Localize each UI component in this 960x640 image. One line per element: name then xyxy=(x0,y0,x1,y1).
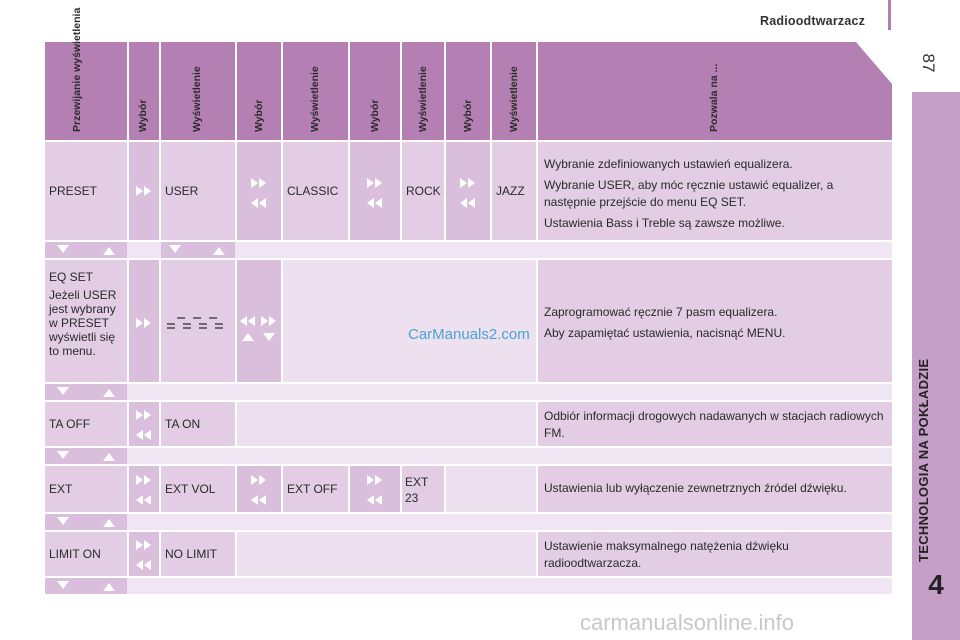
fast-forward-icon[interactable] xyxy=(459,176,477,190)
fast-forward-icon[interactable] xyxy=(260,314,278,328)
table-cell xyxy=(129,532,159,576)
table-cell: NO LIMIT xyxy=(161,532,235,576)
chapter-number: 4 xyxy=(928,569,944,600)
up-arrow-icon[interactable] xyxy=(101,580,117,594)
down-arrow-icon[interactable] xyxy=(55,384,71,398)
fast-forward-icon[interactable] xyxy=(135,538,153,552)
table-cell: ROCK xyxy=(402,142,444,240)
empty-cell xyxy=(237,402,536,446)
rewind-icon[interactable] xyxy=(239,314,257,328)
fast-forward-icon[interactable] xyxy=(366,473,384,487)
table-cell: LIMIT ON xyxy=(45,532,127,576)
rewind-icon[interactable] xyxy=(135,428,153,442)
up-arrow-icon[interactable] xyxy=(101,516,117,530)
fast-forward-icon[interactable] xyxy=(250,176,268,190)
table-cell xyxy=(129,260,159,382)
section-title: TECHNOLOGIA NA POKŁADZIE xyxy=(916,358,931,562)
rewind-icon[interactable] xyxy=(366,493,384,507)
up-arrow-icon[interactable] xyxy=(101,386,117,400)
table-cell xyxy=(129,466,159,512)
table-cell xyxy=(237,142,281,240)
table-cell: EXT xyxy=(45,466,127,512)
empty-cell xyxy=(283,260,536,382)
column-header-select: Wybór xyxy=(350,42,400,140)
empty-cell xyxy=(237,532,536,576)
up-arrow-icon[interactable] xyxy=(101,244,117,258)
description-cell: Ustawienie maksymalnego natężenia dźwięk… xyxy=(538,532,892,576)
table-cell xyxy=(237,260,281,382)
description-cell: Zaprogramować ręcznie 7 pasm equalizera.… xyxy=(538,260,892,382)
table-cell: CLASSIC xyxy=(283,142,348,240)
table-cell: EXT OFF xyxy=(283,466,348,512)
rewind-icon[interactable] xyxy=(135,493,153,507)
down-arrow-icon[interactable] xyxy=(167,242,183,256)
rewind-icon[interactable] xyxy=(250,493,268,507)
header-divider xyxy=(888,0,891,30)
table-cell xyxy=(129,402,159,446)
watermark-text: CarManuals2.com xyxy=(408,326,530,343)
table-cell xyxy=(350,466,400,512)
description-cell: Odbiór informacji drogowych nadawanych w… xyxy=(538,402,892,446)
rewind-icon[interactable] xyxy=(250,196,268,210)
up-arrow-icon[interactable] xyxy=(211,244,227,258)
table-cell xyxy=(161,242,235,258)
footer-watermark: carmanualsonline.info xyxy=(580,610,795,635)
table-cell xyxy=(129,142,159,240)
down-arrow-icon[interactable] xyxy=(55,514,71,528)
row-separator xyxy=(45,448,892,464)
column-header-select: Wybór xyxy=(237,42,281,140)
up-arrow-icon[interactable] xyxy=(101,450,117,464)
description-cell: Wybranie zdefiniowanych ustawień equaliz… xyxy=(538,142,892,240)
table-cell: TA OFF xyxy=(45,402,127,446)
down-arrow-icon[interactable] xyxy=(55,448,71,462)
table-cell xyxy=(237,466,281,512)
fast-forward-icon[interactable] xyxy=(135,316,153,330)
down-arrow-icon[interactable] xyxy=(261,330,277,344)
row-separator xyxy=(45,514,892,530)
rewind-icon[interactable] xyxy=(135,558,153,572)
table-cell: PRESET xyxy=(45,142,127,240)
table-cell xyxy=(350,142,400,240)
column-header-display: Wyświetlenie xyxy=(283,42,348,140)
fast-forward-icon[interactable] xyxy=(135,184,153,198)
table-cell xyxy=(45,514,127,530)
table-cell xyxy=(45,448,127,464)
fast-forward-icon[interactable] xyxy=(135,473,153,487)
page-header-title: Radioodtwarzacz xyxy=(760,14,866,28)
page-number: 87 xyxy=(919,53,938,73)
table-cell: USER xyxy=(161,142,235,240)
column-header-display: Wyświetlenie xyxy=(402,42,444,140)
column-header-select: Wybór xyxy=(129,42,159,140)
table-cell: EXT 23 xyxy=(402,466,444,512)
column-header-allows: Pozwala na ... xyxy=(538,42,892,140)
table-cell xyxy=(446,142,490,240)
chapter-sidebar xyxy=(912,92,960,640)
column-header-scroll: Przewijanie wyświetlenia xyxy=(45,8,127,140)
table-cell: EQ SET Jeżeli USER jest wybrany w PRESET… xyxy=(45,260,127,382)
rewind-icon[interactable] xyxy=(366,196,384,210)
fast-forward-icon[interactable] xyxy=(250,473,268,487)
table-cell: TA ON xyxy=(161,402,235,446)
column-header-display: Wyświetlenie xyxy=(492,42,536,140)
table-cell xyxy=(45,578,127,594)
down-arrow-icon[interactable] xyxy=(55,242,71,256)
row-separator xyxy=(45,578,892,594)
column-header-select: Wybór xyxy=(446,42,490,140)
table-cell: EXT VOL xyxy=(161,466,235,512)
down-arrow-icon[interactable] xyxy=(55,578,71,592)
up-arrow-icon[interactable] xyxy=(240,330,256,344)
table-cell xyxy=(45,242,127,258)
table-cell xyxy=(45,384,127,400)
table-cell: JAZZ xyxy=(492,142,536,240)
fast-forward-icon[interactable] xyxy=(135,408,153,422)
equalizer-bands-icon xyxy=(167,317,223,329)
empty-cell xyxy=(446,466,536,512)
description-cell: Ustawienia lub wyłączenie zewnetrznych ź… xyxy=(538,466,892,512)
rewind-icon[interactable] xyxy=(459,196,477,210)
row-separator xyxy=(45,384,892,400)
column-header-display: Wyświetlenie xyxy=(161,42,235,140)
fast-forward-icon[interactable] xyxy=(366,176,384,190)
table-cell xyxy=(161,260,235,382)
row-separator xyxy=(45,242,892,258)
